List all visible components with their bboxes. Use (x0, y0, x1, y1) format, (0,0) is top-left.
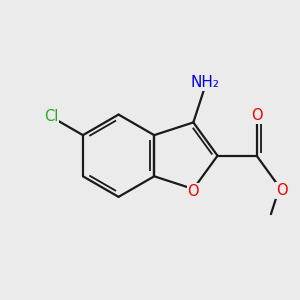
Text: O: O (276, 183, 288, 198)
Text: Cl: Cl (44, 109, 58, 124)
Text: O: O (251, 108, 262, 123)
Text: NH₂: NH₂ (190, 75, 219, 90)
Text: O: O (188, 184, 199, 199)
